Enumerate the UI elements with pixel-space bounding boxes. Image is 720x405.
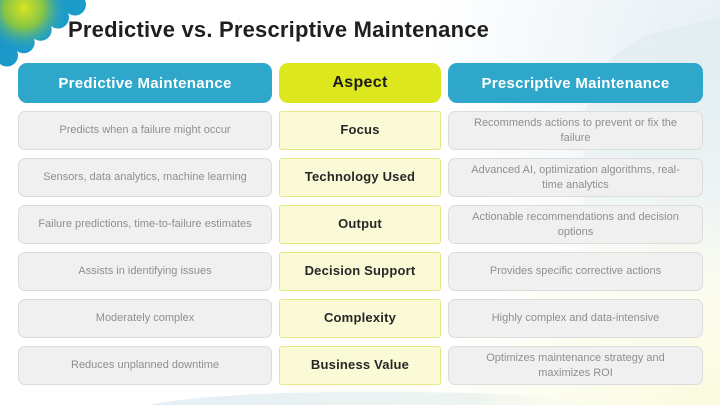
predictive-cell: Assists in identifying issues — [18, 252, 272, 291]
predictive-cell: Predicts when a failure might occur — [18, 111, 272, 150]
header-prescriptive-maintenance: Prescriptive Maintenance — [448, 63, 703, 103]
prescriptive-cell: Recommends actions to prevent or fix the… — [448, 111, 703, 150]
bottom-wave-decoration — [148, 391, 585, 405]
prescriptive-cell: Provides specific corrective actions — [448, 252, 703, 291]
predictive-cell: Failure predictions, time-to-failure est… — [18, 205, 272, 244]
aspect-cell: Business Value — [279, 346, 441, 385]
comparison-table: Predictive Maintenance Aspect Prescripti… — [18, 63, 703, 385]
header-predictive-maintenance: Predictive Maintenance — [18, 63, 272, 103]
header-aspect: Aspect — [279, 63, 441, 103]
slide-title: Predictive vs. Prescriptive Maintenance — [68, 17, 490, 42]
aspect-cell: Decision Support — [279, 252, 441, 291]
predictive-cell: Reduces unplanned downtime — [18, 346, 272, 385]
prescriptive-cell: Actionable recommendations and decision … — [448, 205, 703, 244]
predictive-cell: Sensors, data analytics, machine learnin… — [18, 158, 272, 197]
aspect-cell: Complexity — [279, 299, 441, 338]
aspect-cell: Technology Used — [279, 158, 441, 197]
prescriptive-cell: Optimizes maintenance strategy and maxim… — [448, 346, 703, 385]
top-left-wave-decoration — [0, 0, 86, 67]
aspect-cell: Focus — [279, 111, 441, 150]
prescriptive-cell: Advanced AI, optimization algorithms, re… — [448, 158, 703, 197]
predictive-cell: Moderately complex — [18, 299, 272, 338]
aspect-cell: Output — [279, 205, 441, 244]
prescriptive-cell: Highly complex and data-intensive — [448, 299, 703, 338]
